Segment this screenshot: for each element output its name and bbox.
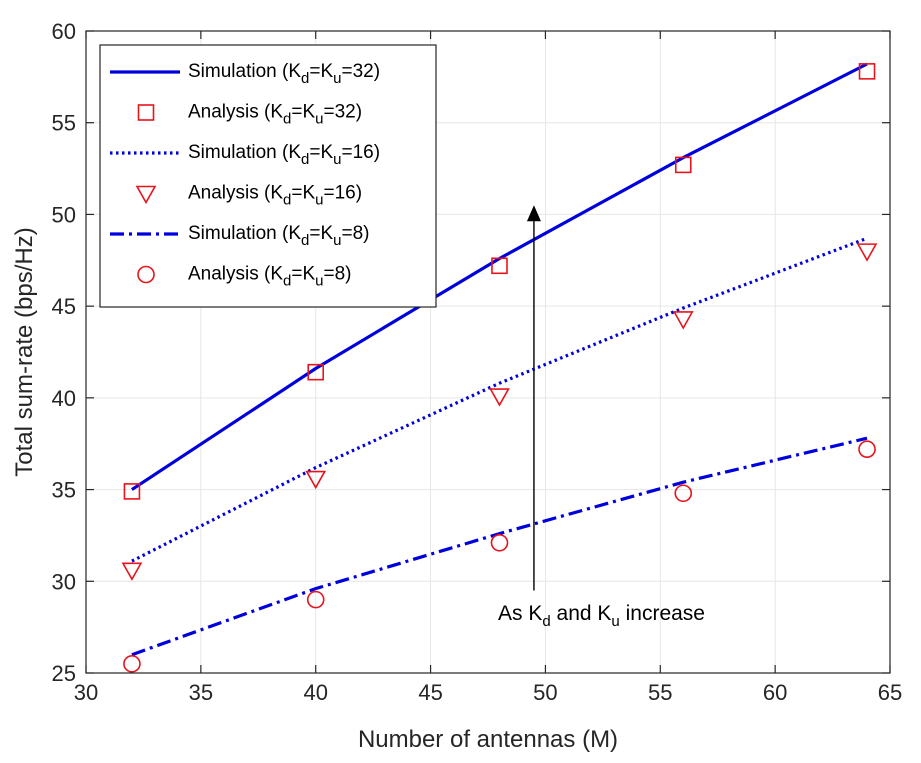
legend-subscript: u — [333, 151, 341, 168]
annotation-subscript: u — [611, 613, 619, 630]
data-point-triangle-down — [672, 311, 694, 330]
legend-label-part: =K — [309, 142, 333, 163]
data-point-square — [491, 257, 508, 275]
data-point-square — [674, 156, 692, 174]
x-tick-label: 45 — [418, 680, 442, 705]
annotation-text-part: and K — [551, 602, 612, 625]
plot-frame — [85, 30, 891, 674]
annotation-text-part: As K — [498, 602, 542, 625]
data-point-circle — [490, 533, 509, 552]
legend-label: Simulation (Kd=Ku=16) — [188, 142, 380, 168]
y-tick-label: 30 — [52, 569, 76, 594]
data-point-square — [858, 63, 876, 80]
y-tick-label: 50 — [52, 202, 76, 227]
legend-label: Simulation (Kd=Ku=32) — [188, 61, 380, 87]
y-axis-label: Total sum-rate (bps/Hz) — [11, 227, 38, 476]
y-tick-label: 45 — [52, 294, 76, 319]
plot-series — [121, 62, 878, 673]
data-point-circle — [306, 590, 325, 609]
legend-subscript: d — [301, 70, 309, 87]
data-point-triangle-down — [305, 470, 327, 490]
x-axis-label: Number of antennas (M) — [358, 726, 618, 753]
x-tick-label: 65 — [878, 680, 902, 705]
legend-label-part: =K — [291, 183, 315, 204]
x-tick-label: 50 — [533, 680, 557, 705]
x-tick-label: 35 — [189, 680, 213, 705]
legend-subscript: u — [333, 232, 341, 249]
legend-label: Analysis (Kd=Ku=8) — [188, 264, 352, 290]
legend-label-part: =K — [309, 61, 333, 82]
data-point-square — [123, 483, 141, 500]
legend-subscript: d — [301, 232, 309, 249]
legend-label-part: Analysis (K — [188, 102, 283, 123]
legend-subscript: d — [301, 151, 309, 168]
series-line-dashdot — [131, 436, 868, 657]
x-tick-label: 60 — [763, 680, 787, 705]
legend: Simulation (Kd=Ku=32)Analysis (Kd=Ku=32)… — [99, 44, 437, 308]
legend-label-part: Simulation (K — [188, 61, 301, 82]
data-point-triangle-down — [121, 562, 143, 581]
legend-marker-circle — [137, 265, 155, 284]
legend-label: Simulation (Kd=Ku=8) — [188, 223, 369, 249]
legend-subscript: u — [333, 70, 341, 87]
legend-subscript: u — [315, 111, 323, 128]
y-tick-label: 60 — [52, 19, 76, 44]
legend-subscript: d — [283, 111, 291, 128]
data-point-circle — [858, 440, 876, 459]
data-point-triangle-down — [856, 243, 878, 262]
legend-marker-triangle-down — [135, 185, 157, 205]
annotation-arrow-head — [526, 205, 541, 222]
annotation-subscript: d — [542, 613, 550, 630]
series-line-dotted — [131, 236, 868, 563]
legend-label: Analysis (Kd=Ku=16) — [188, 183, 362, 209]
legend-label-part: Simulation (K — [188, 142, 301, 163]
y-tick-label: 55 — [52, 111, 76, 136]
data-point-circle — [674, 484, 693, 503]
legend-label-part: =8) — [341, 223, 369, 244]
y-tick-label: 40 — [52, 386, 76, 411]
legend-label-part: =16) — [324, 183, 363, 204]
legend-label-part: =8) — [324, 264, 352, 285]
legend-subscript: d — [283, 192, 291, 209]
legend-label-part: =32) — [341, 61, 380, 82]
y-tick-label: 25 — [52, 661, 76, 686]
legend-subscript: d — [283, 273, 291, 290]
legend-label-part: =16) — [341, 142, 380, 163]
legend-label-part: Analysis (K — [188, 183, 283, 204]
data-point-square — [307, 363, 325, 381]
data-point-circle — [123, 655, 141, 673]
legend-label-part: =K — [291, 264, 315, 285]
x-tick-label: 40 — [303, 680, 327, 705]
x-tick-label: 55 — [648, 680, 672, 705]
legend-label: Analysis (Kd=Ku=32) — [188, 102, 362, 128]
legend-marker-square — [137, 104, 155, 121]
legend-label-part: Simulation (K — [188, 223, 301, 244]
legend-subscript: u — [315, 273, 323, 290]
data-point-triangle-down — [489, 388, 510, 407]
legend-subscript: u — [315, 192, 323, 209]
legend-label-part: Analysis (K — [188, 264, 283, 285]
legend-label-part: =K — [291, 102, 315, 123]
annotation: As Kd and Ku increase — [498, 205, 705, 630]
legend-label-part: =32) — [324, 102, 363, 123]
legend-label-part: =K — [309, 223, 333, 244]
legend-box — [99, 44, 437, 308]
y-tick-label: 35 — [52, 478, 76, 503]
annotation-text: As Kd and Ku increase — [498, 602, 705, 630]
x-tick-label: 30 — [74, 680, 98, 705]
annotation-text-part: increase — [620, 602, 705, 625]
